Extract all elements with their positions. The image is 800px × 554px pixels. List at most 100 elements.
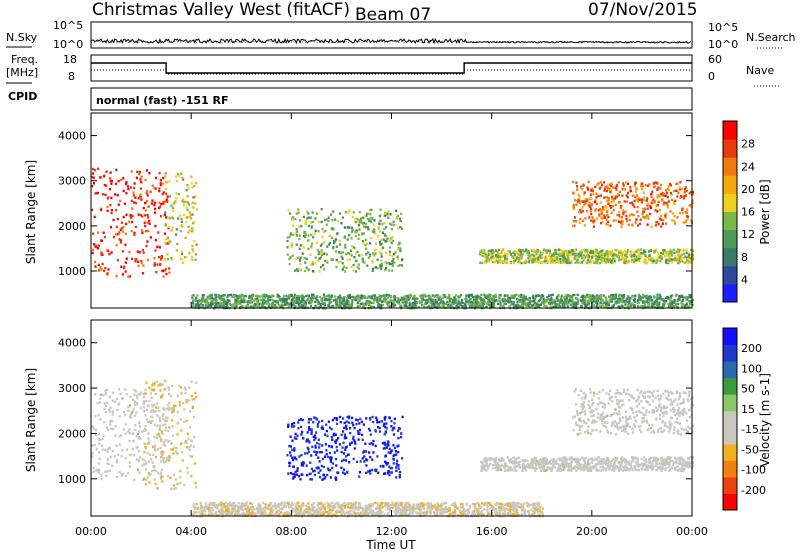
velocity-cell-2	[354, 418, 358, 421]
velocity-cell-2	[330, 435, 333, 439]
power-cell-5	[642, 296, 645, 299]
power-cell-5	[407, 298, 410, 301]
power-cell-5	[468, 304, 472, 307]
power-cell-4	[572, 207, 575, 210]
power-cell-0	[154, 249, 157, 252]
power-cell-0	[99, 208, 103, 212]
power-cell-5	[223, 302, 226, 305]
power-cell-0	[91, 185, 94, 188]
power-cell-5	[467, 300, 470, 304]
power-cell-5	[599, 304, 602, 307]
power-cell-0	[147, 229, 150, 233]
power-cell-2	[385, 267, 388, 270]
power-cell-3	[486, 259, 489, 263]
power-cell-2	[388, 262, 391, 265]
power-cell-4	[676, 216, 679, 219]
power-cell-4	[589, 210, 592, 213]
velocity-cell-0	[148, 473, 151, 477]
power-cell-5	[325, 295, 328, 298]
power-cell-2	[335, 258, 338, 262]
power-cell-3	[640, 251, 643, 255]
power-cell-5	[292, 296, 295, 299]
power-cell-5	[677, 303, 680, 306]
velocity-cell-0	[129, 453, 132, 456]
power-cell-5	[482, 299, 486, 302]
power-cell-4	[601, 220, 604, 224]
power-cell-3	[541, 255, 544, 259]
power-cell-4	[591, 189, 594, 193]
velocity-cell-0	[127, 471, 130, 475]
power-cell-5	[346, 294, 349, 297]
power-cell-5	[488, 300, 491, 303]
velocity-cell-2	[329, 469, 332, 472]
power-cell-4	[683, 197, 686, 200]
velocity-cell-2	[392, 458, 395, 461]
velocity-cell-2	[321, 425, 324, 428]
power-cell-5	[216, 306, 219, 309]
power-cell-4	[641, 213, 644, 216]
velocity-cell-0	[160, 451, 163, 454]
power-cell-3	[634, 250, 637, 253]
power-cell-2	[334, 240, 337, 243]
power-cell-1	[187, 231, 190, 234]
power-cell-2	[396, 257, 399, 261]
velocity-heatmap	[91, 379, 695, 518]
velocity-cell-0	[132, 407, 135, 410]
velocity-cell-2	[371, 415, 374, 419]
velocity-cell-0	[138, 471, 141, 474]
power-cell-1	[168, 217, 171, 220]
power-cell-5	[365, 300, 368, 303]
power-cell-5	[575, 302, 578, 306]
power-cell-0	[109, 177, 112, 180]
power-cell-0	[124, 270, 127, 273]
velocity-cell-0	[164, 429, 167, 432]
power-cell-4	[661, 191, 664, 195]
power-cell-0	[93, 243, 96, 246]
velocity-cell-1	[169, 476, 172, 479]
power-cell-1	[182, 261, 185, 265]
power-cell-0	[104, 193, 107, 197]
velocity-cell-3	[651, 462, 654, 465]
power-cell-2	[387, 210, 390, 213]
power-cell-5	[671, 303, 674, 306]
power-cell-2	[362, 221, 366, 225]
velocity-cell-1	[187, 437, 190, 440]
power-cell-2	[390, 228, 393, 231]
power-cell-5	[201, 304, 204, 307]
power-cell-4	[597, 209, 600, 212]
power-cell-0	[164, 269, 167, 272]
power-cell-5	[475, 301, 478, 304]
power-cell-1	[193, 184, 196, 188]
power-cell-3	[689, 259, 692, 263]
power-cell-0	[139, 178, 142, 181]
power-cell-4	[599, 208, 602, 211]
power-cell-1	[175, 180, 178, 183]
velocity-cell-1	[144, 447, 147, 450]
power-cell-5	[605, 298, 608, 301]
power-cell-3	[582, 255, 585, 259]
velocity-cell-0	[162, 443, 165, 446]
power-cell-4	[610, 196, 614, 199]
power-cell-2	[298, 258, 302, 261]
velocity-cell-1	[161, 394, 164, 397]
power-cell-1	[175, 228, 178, 231]
power-cell-4	[630, 213, 633, 216]
power-cell-5	[195, 296, 198, 300]
velocity-cell-1	[171, 411, 174, 414]
power-cell-5	[532, 296, 535, 300]
power-cell-5	[298, 297, 301, 300]
power-cell-0	[125, 181, 128, 184]
power-cell-5	[628, 298, 631, 301]
power-cell-3	[506, 254, 509, 258]
velocity-cell-0	[104, 404, 108, 408]
power-cell-5	[640, 305, 643, 308]
velocity-cell-0	[102, 434, 105, 438]
velocity-cell-1	[164, 379, 167, 383]
power-cell-2	[315, 241, 318, 244]
power-cell-3	[601, 252, 604, 256]
velocity-cell-1	[191, 398, 194, 401]
power-cell-5	[471, 295, 474, 299]
velocity-cell-1	[195, 381, 198, 384]
velocity-cell-1	[169, 456, 172, 459]
power-cell-5	[298, 294, 301, 298]
